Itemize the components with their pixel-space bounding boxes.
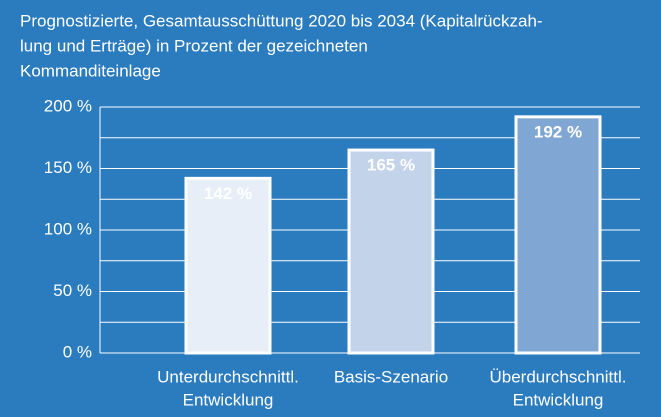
chart-title: lung und Erträge) in Prozent der gezeich… <box>20 36 368 55</box>
bar <box>184 176 272 355</box>
x-tick-label: Unterdurchschnittl. <box>157 367 299 386</box>
chart-title: Prognostizierte, Gesamtausschüttung 2020… <box>20 11 543 30</box>
y-tick-label: 0 % <box>63 342 92 361</box>
value-label: 165 % <box>367 156 415 175</box>
value-label: 192 % <box>534 122 582 141</box>
bar <box>514 115 602 355</box>
x-tick-label: Basis-Szenario <box>334 367 448 386</box>
y-tick-label: 150 % <box>44 158 92 177</box>
bar <box>347 148 435 355</box>
y-tick-label: 200 % <box>44 96 92 115</box>
x-tick-label: Entwicklung <box>183 390 274 409</box>
y-tick-label: 50 % <box>53 281 92 300</box>
value-label: 142 % <box>204 184 252 203</box>
x-tick-label: Entwicklung <box>513 390 604 409</box>
chart-title: Kommanditeinlage <box>20 61 161 80</box>
x-tick-label: Überdurchschnittl. <box>489 367 626 386</box>
y-tick-label: 100 % <box>44 219 92 238</box>
